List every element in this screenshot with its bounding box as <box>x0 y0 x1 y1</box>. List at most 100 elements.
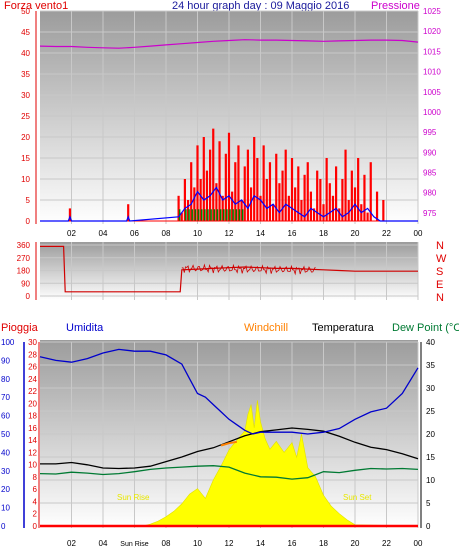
temp-tick-label: 10 <box>426 476 435 485</box>
humidity-line <box>39 348 419 435</box>
temp-tick-label: 5 <box>426 499 431 508</box>
x-tick-label: 00 <box>414 229 423 238</box>
axis-ticks: 0510152025303540455097598098599099510001… <box>1 7 447 548</box>
humidity-tick-label: 40 <box>1 448 10 457</box>
solar-area <box>40 400 419 527</box>
humidity-tick-label: 80 <box>1 375 10 384</box>
humidity-tick-label: 100 <box>1 338 15 347</box>
temp-tick-label: 0 <box>426 522 431 531</box>
wind-direction-jitter <box>181 263 316 276</box>
x-tick-label: 12 <box>225 229 234 238</box>
compass-label: E <box>436 279 443 291</box>
x-tick-label: 04 <box>99 229 108 238</box>
y-tick-label: 30 <box>21 91 30 100</box>
rain-tick-label: 26 <box>28 363 37 372</box>
y-tick-label: 50 <box>21 7 30 16</box>
y2-tick-label: 1025 <box>423 7 441 16</box>
temp-tick-label: 35 <box>426 361 435 370</box>
x-tick-label: 16 <box>288 229 297 238</box>
rain-tick-label: 28 <box>28 350 37 359</box>
x-tick-label: Sun Rise <box>120 541 149 548</box>
chart-marks <box>39 39 419 528</box>
rain-tick-label: 2 <box>33 510 38 519</box>
x-tick-label: 20 <box>351 229 360 238</box>
y-tick-label: 40 <box>21 49 30 58</box>
rain-tick-label: 4 <box>33 497 38 506</box>
compass-label: N <box>436 292 444 304</box>
y2-tick-label: 980 <box>423 189 437 198</box>
rain-tick-label: 8 <box>33 473 38 482</box>
y-tick-label: 35 <box>21 70 30 79</box>
temp-tick-label: 40 <box>426 338 435 347</box>
x-tick-label: 08 <box>162 229 171 238</box>
y2-tick-label: 1010 <box>423 68 441 77</box>
windchill-line <box>220 440 238 447</box>
humidity-tick-label: 30 <box>1 467 10 476</box>
y2-tick-label: 1020 <box>423 27 441 36</box>
y-tick-label: 15 <box>21 154 30 163</box>
y-tick-label: 180 <box>17 267 31 276</box>
y-tick-label: 5 <box>26 196 31 205</box>
y2-tick-label: 1015 <box>423 47 441 56</box>
sunrise-annotation: Sun Rise <box>117 493 150 502</box>
rain-tick-label: 12 <box>28 448 37 457</box>
rain-tick-label: 18 <box>28 412 37 421</box>
temperature-line <box>40 427 419 470</box>
x-tick-label: 02 <box>67 229 76 238</box>
x-tick-label: 02 <box>67 539 76 548</box>
temp-tick-label: 25 <box>426 407 435 416</box>
y2-tick-label: 975 <box>423 209 437 218</box>
wind-speed-title: Forza vento1 <box>4 0 68 12</box>
pressure-line <box>39 39 419 49</box>
y2-tick-label: 1000 <box>423 108 441 117</box>
x-tick-label: 22 <box>382 229 391 238</box>
temp-tick-label: 30 <box>426 384 435 393</box>
humidity-tick-label: 50 <box>1 430 10 439</box>
y-tick-label: 20 <box>21 133 30 142</box>
rain-tick-label: 0 <box>33 522 38 531</box>
x-tick-label: 12 <box>225 539 234 548</box>
humidity-tick-label: 20 <box>1 485 10 494</box>
compass-label: S <box>436 266 443 278</box>
humidity-label: Umidita <box>66 322 104 334</box>
compass-label: N <box>436 240 444 252</box>
rain-tick-label: 20 <box>28 399 37 408</box>
x-tick-label: 20 <box>351 539 360 548</box>
rain-tick-label: 6 <box>33 485 38 494</box>
y-tick-label: 90 <box>21 279 30 288</box>
y-tick-label: 0 <box>26 217 31 226</box>
compass-label: W <box>436 253 447 265</box>
temperature-label: Temperatura <box>312 322 375 334</box>
dewpoint-line <box>39 465 419 480</box>
x-tick-label: 10 <box>193 539 202 548</box>
sunset-annotation: Sun Set <box>343 493 372 502</box>
wind-direction-line <box>40 245 418 293</box>
humidity-tick-label: 0 <box>1 522 6 531</box>
x-tick-label: 14 <box>256 539 265 548</box>
rain-tick-label: 14 <box>28 436 37 445</box>
humidity-tick-label: 10 <box>1 504 10 513</box>
y-tick-label: 360 <box>17 241 31 250</box>
rain-tick-label: 10 <box>28 461 37 470</box>
chart-title: 24 hour graph day : 09 Maggio 2016 <box>172 0 349 12</box>
y-tick-label: 270 <box>17 254 31 263</box>
x-tick-label: 16 <box>288 539 297 548</box>
windchill-label: Windchill <box>244 322 288 334</box>
avg-wind-line <box>40 186 418 222</box>
humidity-tick-label: 60 <box>1 412 10 421</box>
x-tick-label: 22 <box>382 539 391 548</box>
x-tick-label: 06 <box>130 229 139 238</box>
x-tick-label: 00 <box>414 539 423 548</box>
x-tick-label: 04 <box>99 539 108 548</box>
x-tick-label: 18 <box>319 539 328 548</box>
y-tick-label: 25 <box>21 112 30 121</box>
dewpoint-label: Dew Point (°C <box>392 322 459 334</box>
temp-tick-label: 20 <box>426 430 435 439</box>
y2-tick-label: 1005 <box>423 88 441 97</box>
y2-tick-label: 990 <box>423 148 437 157</box>
x-tick-label: 18 <box>319 229 328 238</box>
y-tick-label: 10 <box>21 175 30 184</box>
y-tick-label: 45 <box>21 28 30 37</box>
y2-tick-label: 995 <box>423 128 437 137</box>
